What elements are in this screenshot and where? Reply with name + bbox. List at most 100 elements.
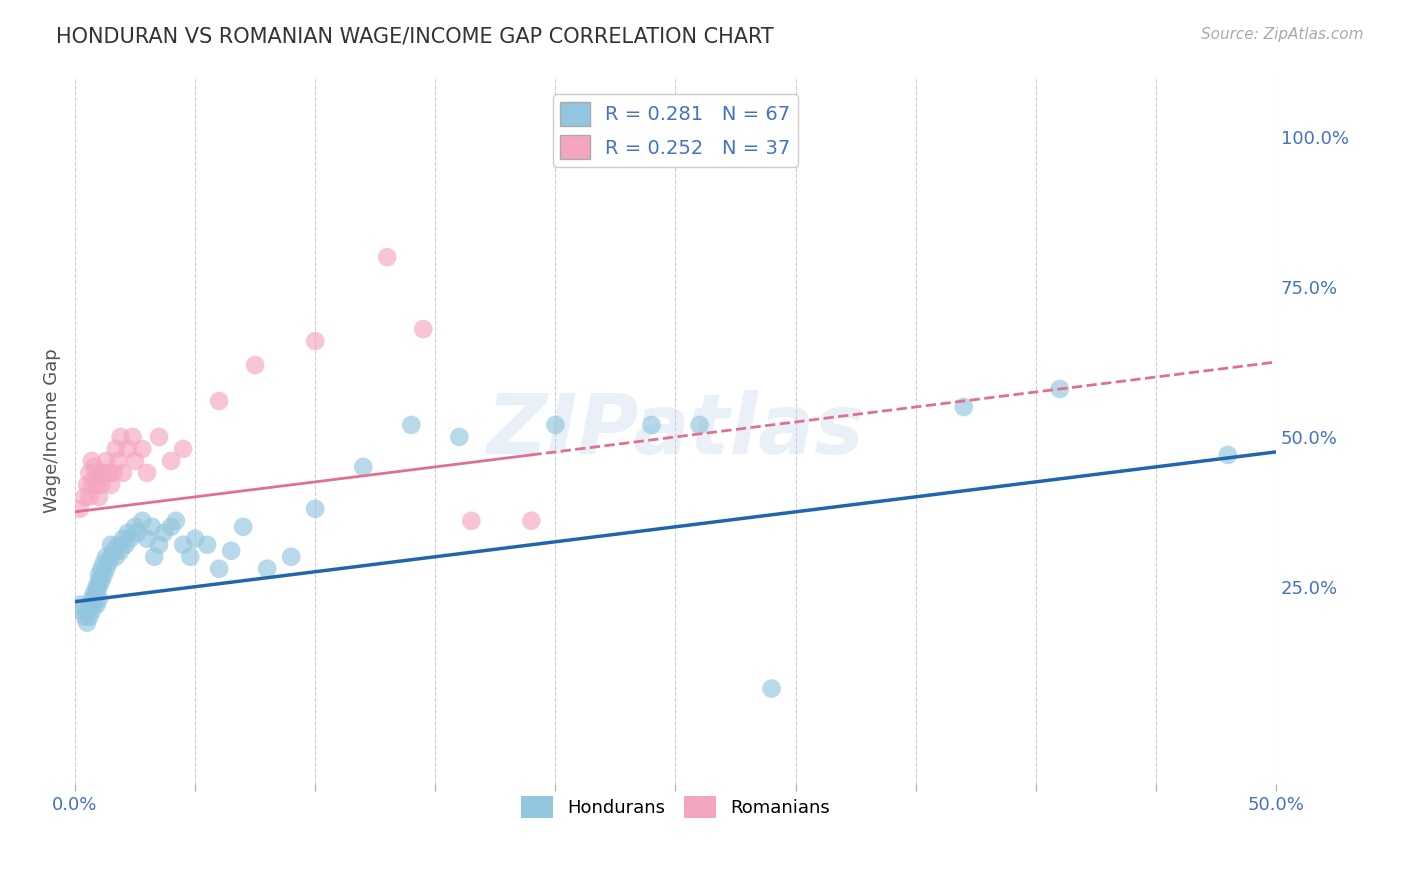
Point (86, 598, 108, 612)
Point (83, 591, 105, 606)
Point (304, 334, 326, 348)
Point (352, 459, 374, 474)
Point (96, 562, 118, 576)
Point (93, 567, 115, 582)
Point (179, 549, 201, 564)
Point (401, 417, 423, 432)
Point (243, 358, 266, 372)
Point (952, 400, 974, 414)
Point (124, 520, 146, 534)
Point (153, 525, 176, 540)
Point (160, 520, 183, 534)
Point (96, 454, 118, 468)
Point (131, 442, 153, 456)
Point (104, 442, 127, 456)
Point (70, 604, 93, 618)
Point (304, 501, 326, 516)
Point (100, 478, 122, 492)
Point (80, 591, 103, 606)
Point (143, 549, 166, 564)
Y-axis label: Wage/Income Gap: Wage/Income Gap (44, 349, 60, 513)
Point (86, 585, 108, 599)
Point (219, 543, 242, 558)
Point (100, 549, 122, 564)
Point (110, 543, 132, 558)
Point (148, 430, 170, 444)
Point (107, 454, 129, 468)
Point (86, 478, 108, 492)
Point (87, 567, 110, 582)
Point (184, 532, 207, 546)
Point (73, 490, 96, 504)
Point (79, 466, 101, 480)
Text: HONDURAN VS ROMANIAN WAGE/INCOME GAP CORRELATION CHART: HONDURAN VS ROMANIAN WAGE/INCOME GAP COR… (56, 27, 773, 46)
Point (87, 466, 110, 480)
Point (121, 430, 143, 444)
Point (256, 562, 278, 576)
Legend: Hondurans, Romanians: Hondurans, Romanians (513, 789, 838, 825)
Point (208, 562, 231, 576)
Point (131, 514, 153, 528)
Point (160, 454, 183, 468)
Point (80, 454, 103, 468)
Point (103, 543, 125, 558)
Point (87, 574, 110, 588)
Point (449, 430, 471, 444)
Point (110, 430, 132, 444)
Point (87, 580, 110, 594)
Point (544, 417, 567, 432)
Point (148, 538, 170, 552)
Point (97, 556, 120, 570)
Point (232, 520, 254, 534)
Point (117, 442, 139, 456)
Point (136, 466, 159, 480)
Point (79, 490, 101, 504)
Point (90, 574, 112, 588)
Point (640, 417, 662, 432)
Point (90, 478, 112, 492)
Point (761, 681, 783, 696)
Point (76, 604, 98, 618)
Point (103, 466, 125, 480)
Point (69, 501, 91, 516)
Point (100, 538, 122, 552)
Point (80, 604, 103, 618)
Point (520, 514, 543, 528)
Point (375, 250, 398, 264)
Point (87, 591, 110, 606)
Point (79, 598, 101, 612)
Point (76, 478, 98, 492)
Point (172, 442, 194, 456)
Point (165, 514, 187, 528)
Point (107, 538, 129, 552)
Point (136, 532, 159, 546)
Point (412, 322, 434, 336)
Point (83, 459, 105, 474)
Point (689, 417, 711, 432)
Point (460, 514, 482, 528)
Point (90, 562, 112, 576)
Point (127, 525, 149, 540)
Point (172, 538, 194, 552)
Point (87, 490, 110, 504)
Text: Source: ZipAtlas.com: Source: ZipAtlas.com (1201, 27, 1364, 42)
Point (83, 598, 105, 612)
Point (114, 538, 136, 552)
Point (141, 520, 163, 534)
Point (208, 394, 231, 409)
Point (69, 598, 91, 612)
Point (96, 549, 118, 564)
Point (93, 466, 115, 480)
Point (86, 580, 108, 594)
Point (1049, 382, 1071, 396)
Point (73, 609, 96, 624)
Point (195, 538, 218, 552)
Point (83, 585, 105, 599)
Point (80, 478, 103, 492)
Point (104, 549, 127, 564)
Point (80, 598, 103, 612)
Point (280, 549, 302, 564)
Text: ZIPatlas: ZIPatlas (486, 391, 865, 472)
Point (93, 556, 115, 570)
Point (1216, 448, 1239, 462)
